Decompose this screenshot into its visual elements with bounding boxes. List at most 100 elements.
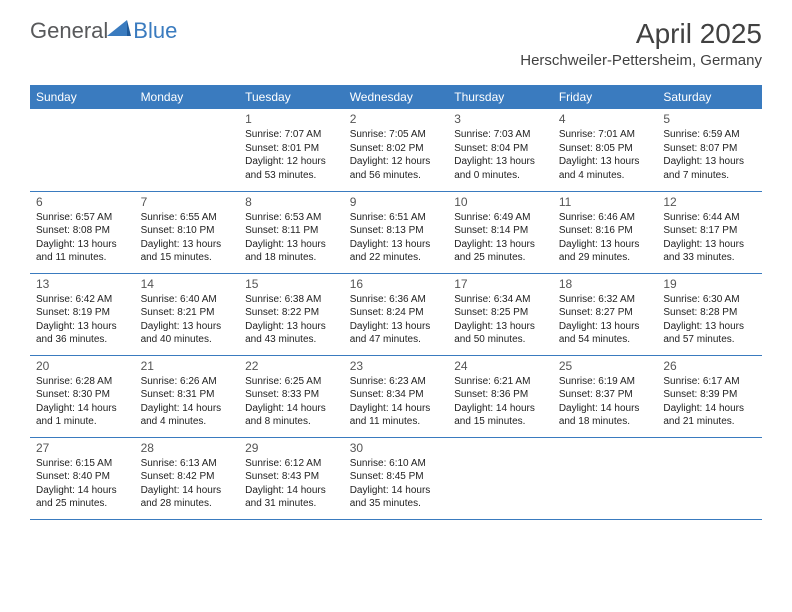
sunrise-text: Sunrise: 6:34 AM — [454, 293, 547, 307]
day-cell: 28Sunrise: 6:13 AMSunset: 8:42 PMDayligh… — [135, 437, 240, 519]
day-number: 19 — [663, 277, 756, 291]
daylight-text: Daylight: 13 hours and 50 minutes. — [454, 320, 547, 347]
day-number: 7 — [141, 195, 234, 209]
empty-day-cell — [553, 437, 658, 519]
day-cell: 17Sunrise: 6:34 AMSunset: 8:25 PMDayligh… — [448, 273, 553, 355]
sunrise-text: Sunrise: 6:57 AM — [36, 211, 129, 225]
day-header: Sunday — [30, 85, 135, 109]
day-number: 6 — [36, 195, 129, 209]
day-header: Wednesday — [344, 85, 449, 109]
day-detail: Sunrise: 6:34 AMSunset: 8:25 PMDaylight:… — [454, 293, 547, 347]
day-cell: 22Sunrise: 6:25 AMSunset: 8:33 PMDayligh… — [239, 355, 344, 437]
day-number: 25 — [559, 359, 652, 373]
day-number: 27 — [36, 441, 129, 455]
day-header: Monday — [135, 85, 240, 109]
daylight-text: Daylight: 13 hours and 18 minutes. — [245, 238, 338, 265]
day-cell: 1Sunrise: 7:07 AMSunset: 8:01 PMDaylight… — [239, 109, 344, 191]
daylight-text: Daylight: 13 hours and 40 minutes. — [141, 320, 234, 347]
page-header: General Blue April 2025 Herschweiler-Pet… — [0, 0, 792, 77]
daylight-text: Daylight: 13 hours and 29 minutes. — [559, 238, 652, 265]
day-cell: 7 Sunrise: 6:55 AMSunset: 8:10 PMDaylight… — [135, 191, 240, 273]
sunrise-text: Sunrise: 6:10 AM — [350, 457, 443, 471]
sunset-text: Sunset: 8:33 PM — [245, 388, 338, 402]
location-text: Herschweiler-Pettersheim, Germany — [520, 52, 762, 69]
day-number: 15 — [245, 277, 338, 291]
day-number: 14 — [141, 277, 234, 291]
sunset-text: Sunset: 8:24 PM — [350, 306, 443, 320]
sunrise-text: Sunrise: 6:44 AM — [663, 211, 756, 225]
sunset-text: Sunset: 8:22 PM — [245, 306, 338, 320]
sunrise-text: Sunrise: 6:49 AM — [454, 211, 547, 225]
sunset-text: Sunset: 8:39 PM — [663, 388, 756, 402]
day-number: 21 — [141, 359, 234, 373]
daylight-text: Daylight: 14 hours and 8 minutes. — [245, 402, 338, 429]
day-cell: 20 Sunrise: 6:28 AMSunset: 8:30 PMDayligh… — [30, 355, 135, 437]
daylight-text: Daylight: 13 hours and 33 minutes. — [663, 238, 756, 265]
sunrise-text: Sunrise: 6:30 AM — [663, 293, 756, 307]
day-detail: Sunrise: 6:32 AMSunset: 8:27 PMDaylight:… — [559, 293, 652, 347]
sunset-text: Sunset: 8:10 PM — [141, 224, 234, 238]
day-cell: 25 Sunrise: 6:19 AMSunset: 8:37 PMDayligh… — [553, 355, 658, 437]
day-cell: 13Sunrise: 6:42 AMSunset: 8:19 PMDayligh… — [30, 273, 135, 355]
sunrise-text: Sunrise: 6:23 AM — [350, 375, 443, 389]
day-cell: 12Sunrise: 6:44 AMSunset: 8:17 PMDayligh… — [657, 191, 762, 273]
sunrise-text: Sunrise: 6:21 AM — [454, 375, 547, 389]
daylight-text: Daylight: 13 hours and 25 minutes. — [454, 238, 547, 265]
day-header-row: SundayMondayTuesdayWednesdayThursdayFrid… — [30, 85, 762, 109]
logo-triangle-icon — [107, 18, 131, 41]
day-cell: 14Sunrise: 6:40 AMSunset: 8:21 PMDayligh… — [135, 273, 240, 355]
day-cell: 18Sunrise: 6:32 AMSunset: 8:27 PMDayligh… — [553, 273, 658, 355]
day-detail: Sunrise: 7:05 AMSunset: 8:02 PMDaylight:… — [350, 128, 443, 182]
sunset-text: Sunset: 8:34 PM — [350, 388, 443, 402]
week-row: 27Sunrise: 6:15 AMSunset: 8:40 PMDayligh… — [30, 437, 762, 519]
daylight-text: Daylight: 14 hours and 18 minutes. — [559, 402, 652, 429]
day-cell: 6Sunrise: 6:57 AMSunset: 8:08 PMDaylight… — [30, 191, 135, 273]
day-cell: 2Sunrise: 7:05 AMSunset: 8:02 PMDaylight… — [344, 109, 449, 191]
sunset-text: Sunset: 8:11 PM — [245, 224, 338, 238]
day-number: 26 — [663, 359, 756, 373]
logo-text-blue: Blue — [133, 18, 177, 44]
daylight-text: Daylight: 14 hours and 25 minutes. — [36, 484, 129, 511]
sunrise-text: Sunrise: 6:26 AM — [141, 375, 234, 389]
day-detail: Sunrise: 6:30 AMSunset: 8:28 PMDaylight:… — [663, 293, 756, 347]
day-number: 1 — [245, 112, 338, 126]
day-detail: Sunrise: 6:19 AMSunset: 8:37 PMDaylight:… — [559, 375, 652, 429]
day-detail: Sunrise: 6:36 AMSunset: 8:24 PMDaylight:… — [350, 293, 443, 347]
day-cell: 10Sunrise: 6:49 AMSunset: 8:14 PMDayligh… — [448, 191, 553, 273]
day-number: 9 — [350, 195, 443, 209]
day-number: 30 — [350, 441, 443, 455]
sunset-text: Sunset: 8:40 PM — [36, 470, 129, 484]
sunrise-text: Sunrise: 6:59 AM — [663, 128, 756, 142]
sunrise-text: Sunrise: 6:51 AM — [350, 211, 443, 225]
day-detail: Sunrise: 6:10 AMSunset: 8:45 PMDaylight:… — [350, 457, 443, 511]
day-number: 20 — [36, 359, 129, 373]
day-detail: Sunrise: 6:13 AMSunset: 8:42 PMDaylight:… — [141, 457, 234, 511]
daylight-text: Daylight: 14 hours and 31 minutes. — [245, 484, 338, 511]
day-cell: 8Sunrise: 6:53 AMSunset: 8:11 PMDaylight… — [239, 191, 344, 273]
daylight-text: Daylight: 13 hours and 4 minutes. — [559, 155, 652, 182]
sunrise-text: Sunrise: 6:15 AM — [36, 457, 129, 471]
sunset-text: Sunset: 8:07 PM — [663, 142, 756, 156]
day-cell: 29Sunrise: 6:12 AMSunset: 8:43 PMDayligh… — [239, 437, 344, 519]
day-detail: Sunrise: 6:55 AMSunset: 8:10 PMDaylight:… — [141, 211, 234, 265]
sunset-text: Sunset: 8:17 PM — [663, 224, 756, 238]
day-cell: 3Sunrise: 7:03 AMSunset: 8:04 PMDaylight… — [448, 109, 553, 191]
sunrise-text: Sunrise: 6:38 AM — [245, 293, 338, 307]
daylight-text: Daylight: 14 hours and 21 minutes. — [663, 402, 756, 429]
sunset-text: Sunset: 8:28 PM — [663, 306, 756, 320]
sunrise-text: Sunrise: 6:32 AM — [559, 293, 652, 307]
day-detail: Sunrise: 6:26 AMSunset: 8:31 PMDaylight:… — [141, 375, 234, 429]
sunrise-text: Sunrise: 6:13 AM — [141, 457, 234, 471]
empty-day-cell — [657, 437, 762, 519]
day-detail: Sunrise: 6:28 AMSunset: 8:30 PMDaylight:… — [36, 375, 129, 429]
sunrise-text: Sunrise: 6:46 AM — [559, 211, 652, 225]
day-cell: 15Sunrise: 6:38 AMSunset: 8:22 PMDayligh… — [239, 273, 344, 355]
day-number: 24 — [454, 359, 547, 373]
day-detail: Sunrise: 6:17 AMSunset: 8:39 PMDaylight:… — [663, 375, 756, 429]
day-detail: Sunrise: 6:15 AMSunset: 8:40 PMDaylight:… — [36, 457, 129, 511]
sunset-text: Sunset: 8:13 PM — [350, 224, 443, 238]
daylight-text: Daylight: 13 hours and 57 minutes. — [663, 320, 756, 347]
day-cell: 16Sunrise: 6:36 AMSunset: 8:24 PMDayligh… — [344, 273, 449, 355]
sunset-text: Sunset: 8:43 PM — [245, 470, 338, 484]
sunset-text: Sunset: 8:21 PM — [141, 306, 234, 320]
